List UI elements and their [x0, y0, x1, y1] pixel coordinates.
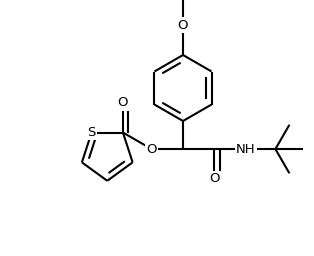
Text: O: O	[118, 96, 128, 109]
Text: O: O	[209, 172, 219, 185]
Text: NH: NH	[236, 143, 256, 156]
Text: O: O	[146, 143, 157, 156]
Text: S: S	[87, 126, 96, 139]
Text: O: O	[178, 19, 188, 32]
